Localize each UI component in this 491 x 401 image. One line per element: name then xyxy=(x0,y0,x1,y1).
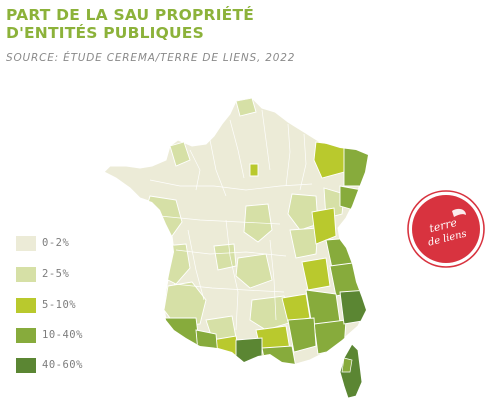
legend-swatch xyxy=(16,328,36,343)
region-massif-1 xyxy=(235,253,273,289)
region-normandy xyxy=(169,141,191,167)
region-east-3 xyxy=(311,207,337,245)
legend-item: 10-40% xyxy=(16,328,116,345)
legend-item: 0-2% xyxy=(16,236,116,253)
legend-swatch xyxy=(16,267,36,282)
terre-de-liens-logo: terre de liens xyxy=(407,190,485,268)
region-paris-area xyxy=(249,163,259,177)
region-north-strip xyxy=(235,98,257,117)
legend-label: 0-2% xyxy=(42,237,70,249)
legend-item: 5-10% xyxy=(16,298,116,315)
legend-swatch xyxy=(16,236,36,251)
region-pyrenees-orientales xyxy=(261,345,297,364)
region-south-center xyxy=(249,295,293,331)
legend-label: 5-10% xyxy=(42,299,77,311)
department-borders xyxy=(149,109,313,331)
legend-item: 40-60% xyxy=(16,358,116,375)
region-center-west xyxy=(213,243,237,271)
corsica xyxy=(339,343,363,399)
region-vosges xyxy=(343,147,368,187)
region-var xyxy=(313,319,347,355)
region-pyrenees-atlantiques xyxy=(163,317,201,351)
map-title: PART DE LA SAU PROPRIÉTÉ D'ENTITÉS PUBLI… xyxy=(6,6,255,42)
region-alsace-south xyxy=(339,185,363,211)
legend-label: 10-40% xyxy=(42,329,83,341)
legend-swatch xyxy=(16,298,36,313)
legend-item: 2-5% xyxy=(16,267,116,284)
legend-swatch xyxy=(16,358,36,373)
legend-label: 40-60% xyxy=(42,359,83,371)
legend-label: 2-5% xyxy=(42,268,70,280)
region-center-2 xyxy=(287,193,319,231)
map-source: SOURCE: ÉTUDE CEREMA/TERRE DE LIENS, 202… xyxy=(6,52,296,64)
region-herault xyxy=(287,317,317,353)
corsica-north xyxy=(341,357,353,373)
region-pyrenees-2 xyxy=(195,329,219,357)
region-alpes-maritimes xyxy=(339,289,368,325)
region-rhone-1 xyxy=(301,257,331,291)
region-east-1 xyxy=(289,227,319,259)
